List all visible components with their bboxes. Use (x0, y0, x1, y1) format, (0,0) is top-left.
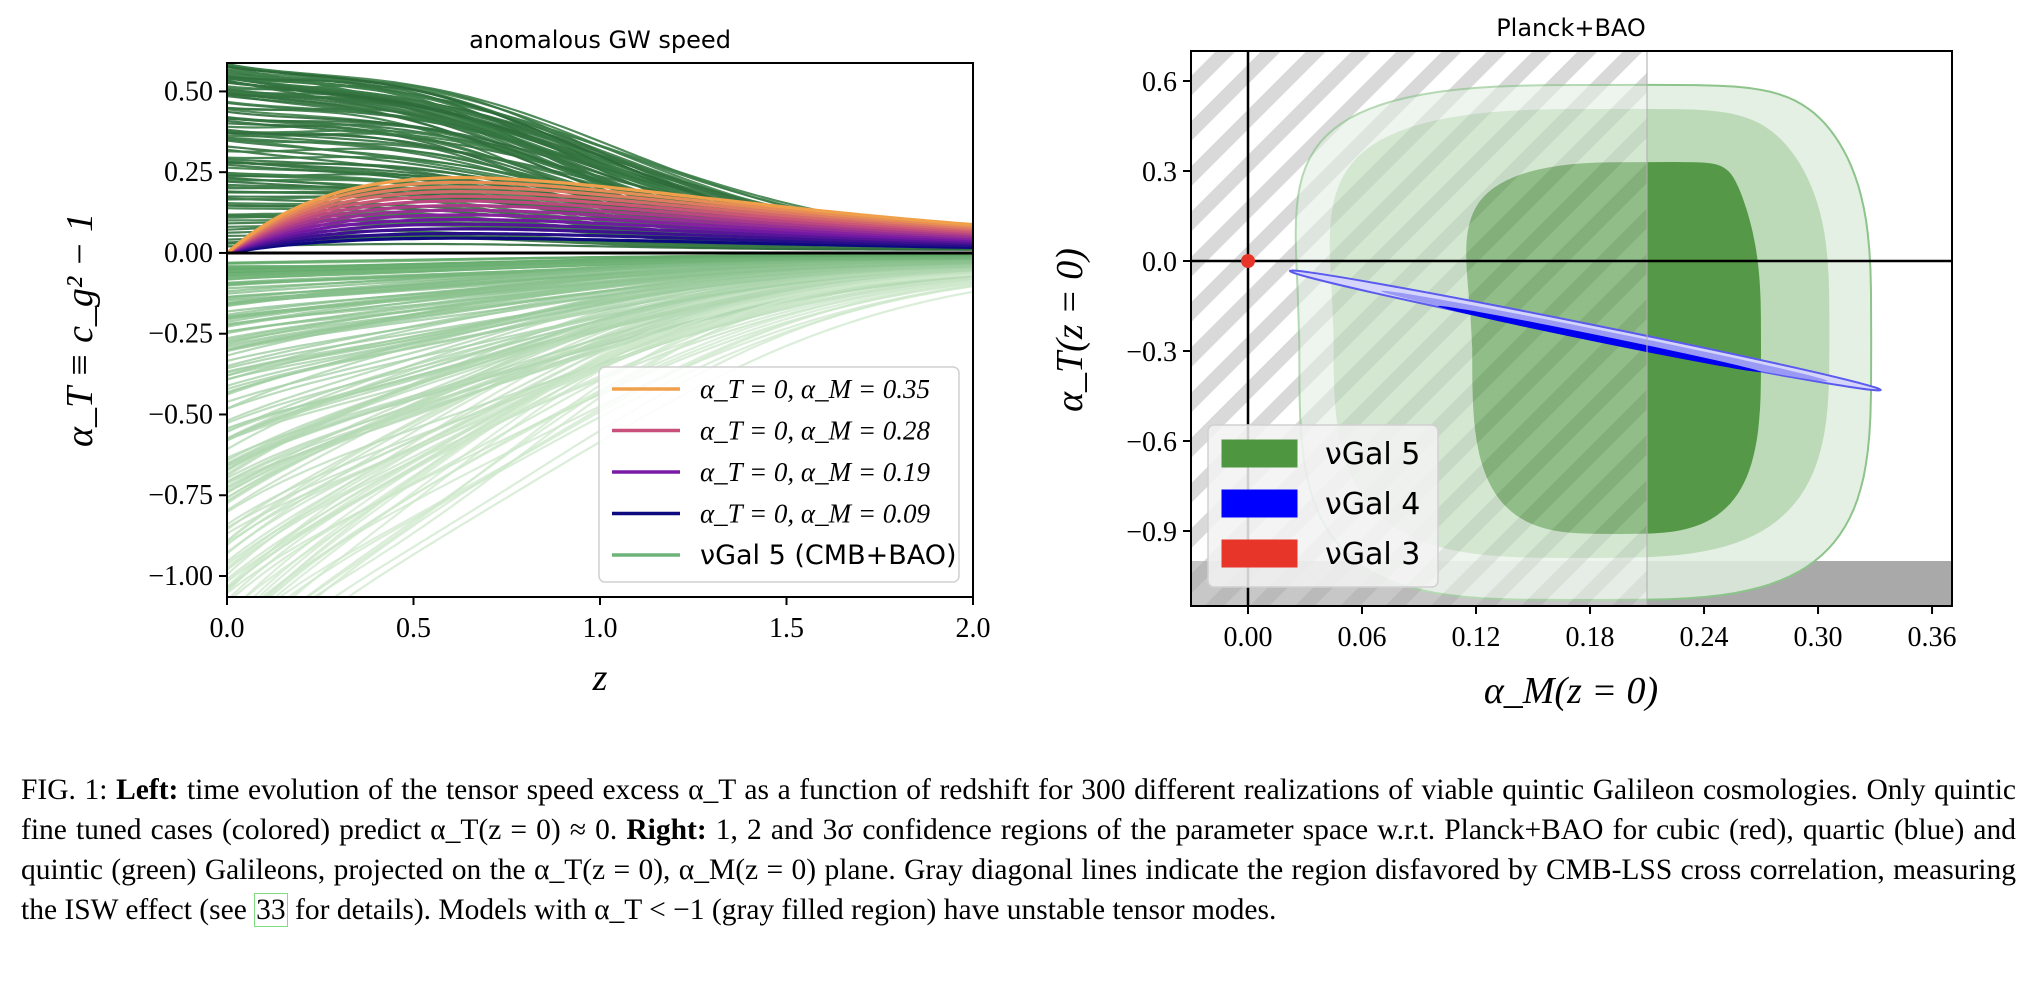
galileon-curve (257, 273, 973, 597)
left-y-tick-label: −0.50 (148, 399, 213, 430)
figure-caption: FIG. 1: Left: time evolution of the tens… (21, 770, 2016, 930)
galileon-curve (227, 257, 973, 281)
citation-link[interactable]: 33 (254, 893, 288, 927)
legend-swatch (1221, 489, 1298, 518)
caption-fig-label: FIG. 1: (21, 774, 108, 806)
galileon-curve (227, 262, 973, 328)
fine-tuned-curve (227, 180, 973, 255)
right-x-tick-label: 0.00 (1224, 622, 1273, 653)
left-legend: α_T = 0, α_M = 0.35 α_T = 0, α_M = 0.28 α_… (598, 366, 960, 583)
legend-swatch (1221, 539, 1298, 568)
caption-right-text-2: for details). Models with α_T < −1 (gray… (295, 894, 1277, 926)
fine-tuned-curve (227, 213, 973, 255)
galileon-curve (227, 254, 973, 264)
nugal4-2σ (1381, 290, 1828, 382)
fine-tuned-curve (227, 236, 973, 255)
galileon-curve (227, 264, 973, 377)
fine-tuned-curve (227, 194, 973, 255)
left-y-label: α_T ≡ c_g² − 1 (59, 213, 101, 447)
right-y-tick-label: −0.6 (1126, 427, 1177, 458)
galileon-curve (227, 271, 973, 563)
galileon-curve (227, 265, 973, 387)
right-axes-frame (1190, 50, 1953, 607)
fine-tuned-curve (227, 189, 973, 255)
right-x-tick-label: 0.18 (1566, 622, 1615, 653)
right-y-tick-label: −0.9 (1126, 517, 1177, 548)
galileon-curve (227, 242, 973, 251)
right-y-ticks: 0.6 0.3 0.0 −0.3 −0.6 −0.9 (1126, 67, 1191, 548)
legend-label: α_T = 0, α_M = 0.35 (700, 374, 930, 404)
right-y-tick-label: 0.0 (1142, 247, 1177, 278)
nugal4-1σ (1438, 305, 1762, 373)
right-x-tick-label: 0.30 (1794, 622, 1843, 653)
galileon-curve (227, 266, 973, 430)
galileon-curve (227, 269, 973, 462)
caption-left-text: time evolution of the tensor speed exces… (21, 774, 2016, 846)
left-title: anomalous GW speed (469, 26, 731, 54)
legend-label: νGal 5 (CMB+BAO) (700, 540, 957, 571)
right-legend: νGal 5 νGal 4 νGal 3 (1207, 424, 1439, 588)
left-y-tick-label: −0.75 (148, 480, 213, 511)
left-y-tick-label: 0.25 (164, 157, 213, 188)
caption-left-label: Left: (116, 774, 179, 806)
right-x-tick-label: 0.12 (1452, 622, 1501, 653)
caption-right-text-1: 1, 2 and 3σ confidence regions of the pa… (21, 814, 2016, 926)
fine-tuned-curve (227, 199, 973, 255)
right-y-tick-label: 0.3 (1142, 157, 1177, 188)
left-y-tick-label: −0.25 (148, 319, 213, 350)
galileon-curve (227, 268, 973, 485)
right-contours (1191, 51, 1882, 606)
legend-label: α_T = 0, α_M = 0.28 (700, 416, 931, 446)
left-x-tick-label: 0.0 (210, 613, 245, 644)
fine-tuned-curve (227, 222, 973, 255)
fine-tuned-curve (227, 227, 973, 255)
left-y-tick-label: −1.00 (148, 561, 213, 592)
caption-right-label: Right: (626, 814, 707, 846)
galileon-curve (227, 268, 973, 451)
galileon-curve (227, 277, 973, 576)
legend-label: νGal 4 (1325, 487, 1420, 522)
right-y-label: α_T(z = 0) (1049, 248, 1091, 412)
galileon-curve (227, 260, 973, 320)
right-y-tick-label: 0.6 (1142, 67, 1177, 98)
fine-tuned-curve (227, 185, 973, 255)
left-curves (227, 63, 973, 597)
left-panel: anomalous GW speed 0.50 0.25 0.00 −0.25 −0.5… (59, 26, 991, 699)
right-x-tick-label: 0.36 (1908, 622, 1957, 653)
legend-label: α_T = 0, α_M = 0.19 (700, 457, 931, 487)
fine-tuned-curve (227, 208, 973, 255)
right-y-tick-label: −0.3 (1126, 337, 1177, 368)
right-panel: Planck+BAO 0.60.30.0−0.3−0.6−0.9 0.00 0.0… (1049, 14, 1957, 712)
fine-tuned-curve (227, 204, 973, 255)
left-x-label: z (592, 657, 608, 699)
galileon-curve (227, 277, 973, 513)
figure: anomalous GW speed 0.50 0.25 0.00 −0.25 −0.5… (59, 14, 1957, 712)
right-x-ticks: 0.00 0.06 0.12 0.18 0.24 0.30 0.36 (1224, 606, 1957, 653)
left-x-tick-label: 2.0 (956, 613, 991, 644)
left-y-tick-label: 0.00 (164, 238, 213, 269)
legend-label: α_T = 0, α_M = 0.09 (700, 499, 931, 529)
right-x-tick-label: 0.24 (1680, 622, 1729, 653)
left-x-tick-label: 0.5 (396, 613, 431, 644)
right-title: Planck+BAO (1496, 14, 1646, 42)
nugal3-point (1241, 254, 1255, 268)
left-y-ticks: 0.50 0.25 0.00 −0.25 −0.50 −0.75 −1.00 (148, 76, 227, 592)
legend-swatch (1221, 439, 1298, 468)
galileon-curve (227, 256, 973, 277)
left-x-tick-label: 1.0 (583, 613, 618, 644)
left-y-tick-label: 0.50 (164, 76, 213, 107)
fine-tuned-curve (227, 232, 973, 255)
left-x-ticks: 0.0 0.5 1.0 1.5 2.0 (210, 597, 991, 644)
legend-label: νGal 3 (1325, 537, 1420, 572)
fine-tuned-curve (227, 218, 973, 255)
right-x-tick-label: 0.06 (1338, 622, 1387, 653)
fine-tuned-curve (227, 175, 973, 255)
legend-label: νGal 5 (1325, 437, 1420, 472)
right-x-label: α_M(z = 0) (1484, 670, 1658, 712)
left-x-tick-label: 1.5 (769, 613, 804, 644)
left-legend-box (598, 366, 960, 583)
